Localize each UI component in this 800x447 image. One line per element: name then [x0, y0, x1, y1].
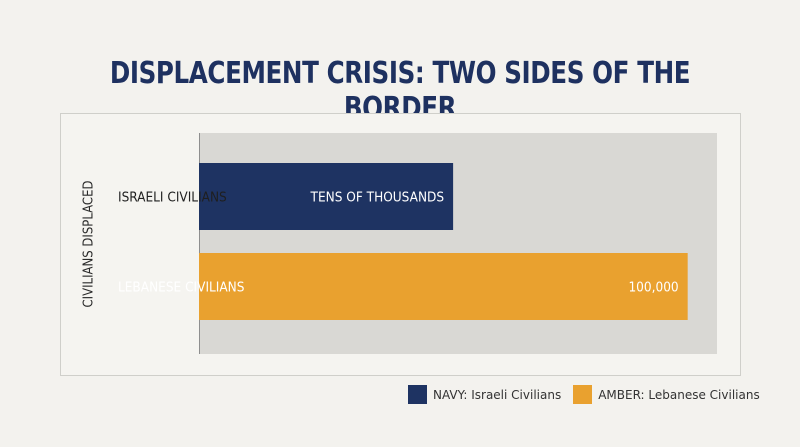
legend-swatch-israeli	[408, 385, 427, 404]
legend-label-lebanese: AMBER: Lebanese Civilians	[598, 387, 760, 402]
chart-title: DISPLACEMENT CRISIS: TWO SIDES OF THE BO…	[109, 56, 691, 126]
data-label-israeli-civilians: TENS OF THOUSANDS	[310, 190, 445, 206]
category-label-israeli-civilians: ISRAELI CIVILIANS	[118, 190, 227, 206]
bar-israeli-civilians	[199, 163, 454, 230]
legend-label-israeli: NAVY: Israeli Civilians	[433, 387, 562, 402]
legend: NAVY: Israeli Civilians AMBER: Lebanese …	[408, 385, 772, 404]
bar-lebanese-civilians	[199, 253, 688, 320]
bar-series: ISRAELI CIVILIANS TENS OF THOUSANDS LEBANE…	[118, 163, 688, 320]
legend-item-lebanese: AMBER: Lebanese Civilians	[573, 385, 760, 404]
category-label-lebanese-civilians: LEBANESE CIVILIANS	[118, 280, 245, 296]
data-label-lebanese-civilians: 100,000	[628, 280, 678, 296]
legend-item-israeli: NAVY: Israeli Civilians	[408, 385, 561, 404]
legend-swatch-lebanese	[573, 385, 593, 404]
